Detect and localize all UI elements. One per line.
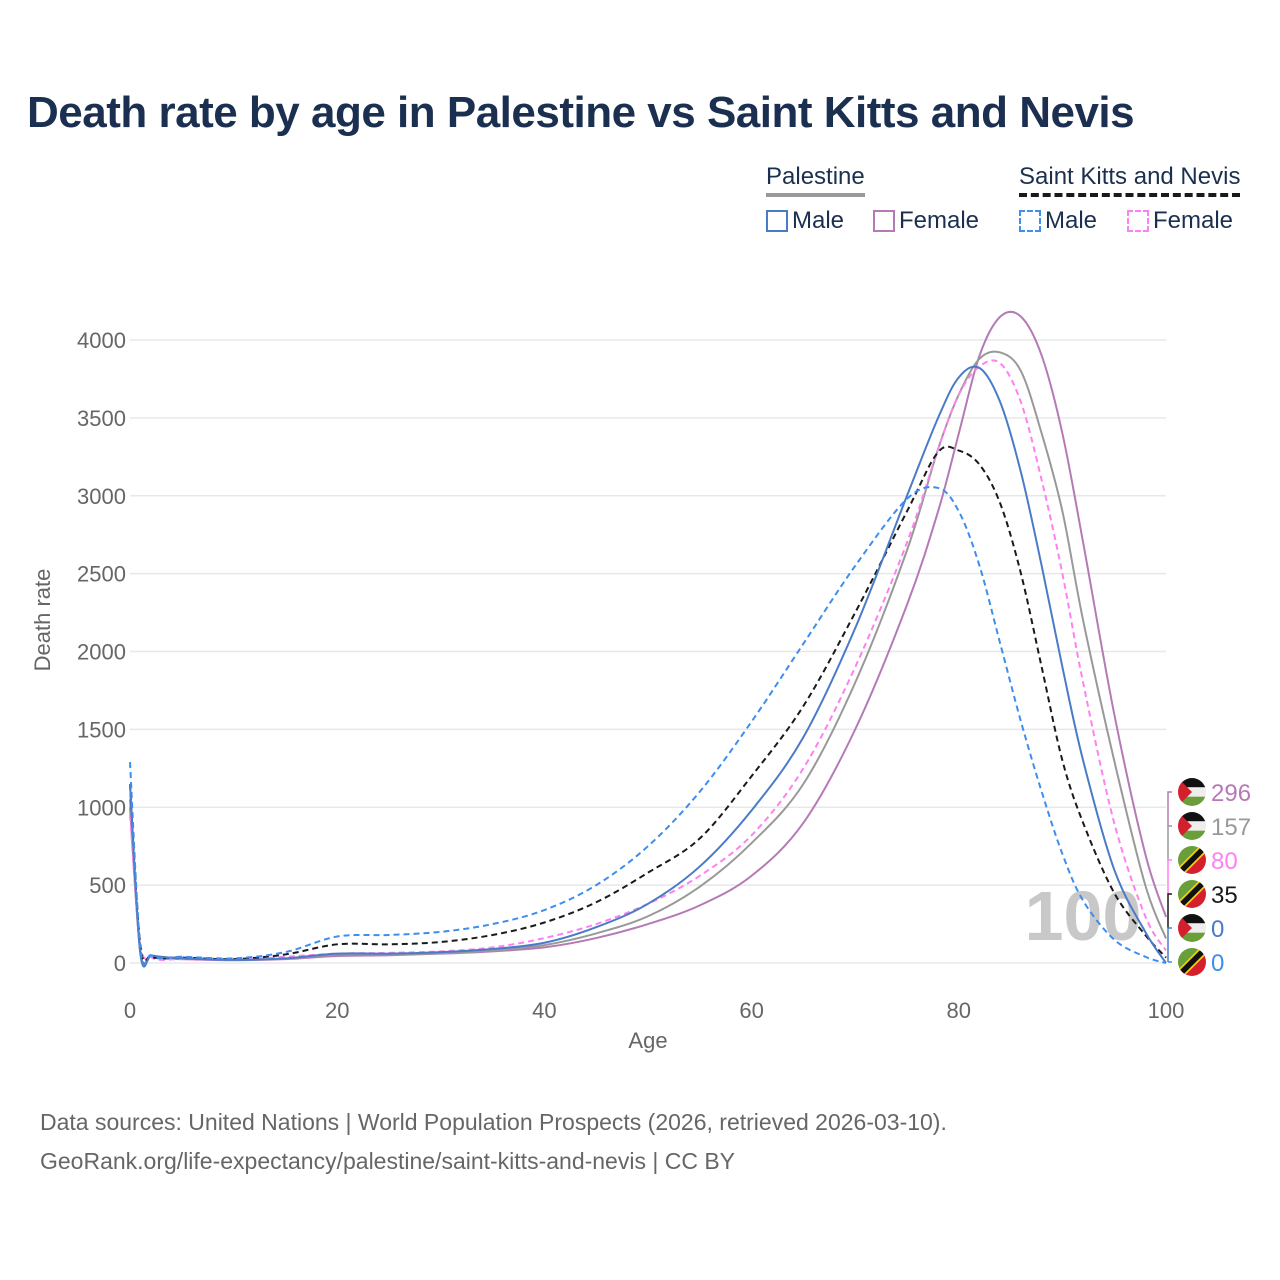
y-tick-label: 2500 [77, 562, 126, 587]
x-tick-label: 80 [947, 998, 971, 1023]
legend-group-title: Palestine [766, 163, 865, 197]
series-line-skn_male [129, 485, 1167, 965]
y-tick-label: 2000 [77, 640, 126, 665]
legend-item-palestine-female[interactable]: Female [873, 207, 979, 235]
series-line-pal_male [129, 365, 1167, 968]
end-value-label: 296 [1211, 780, 1251, 807]
palestine-flag-icon [1178, 914, 1206, 942]
legend-label: Female [1153, 207, 1234, 234]
y-tick-label: 3000 [77, 484, 126, 509]
legend-group-palestine: Palestine Male Female [766, 163, 1006, 234]
palestine-flag-icon [1178, 778, 1206, 806]
end-label-leader [1167, 791, 1172, 826]
series-line-pal_total [129, 350, 1167, 967]
legend-label: Female [899, 207, 980, 234]
legend-item-skn-female[interactable]: Female [1127, 207, 1233, 235]
x-tick-label: 60 [739, 998, 763, 1023]
series-line-skn_female [129, 359, 1167, 961]
source-line-1: Data sources: United Nations | World Pop… [40, 1109, 947, 1135]
x-tick-label: 100 [1148, 998, 1185, 1023]
end-value-label: 0 [1211, 950, 1224, 977]
y-tick-label: 1500 [77, 717, 126, 742]
saint-kitts-flag-icon [1178, 948, 1206, 976]
palestine-flag-icon [1178, 812, 1206, 840]
end-value-label: 80 [1211, 848, 1238, 875]
chart-title: Death rate by age in Palestine vs Saint … [27, 88, 1135, 137]
x-axis-label: Age [628, 1028, 667, 1053]
y-axis-label: Death rate [30, 569, 55, 672]
legend-swatch [1127, 210, 1149, 232]
end-label-skn_male: 0 [1168, 948, 1224, 977]
x-tick-label: 0 [124, 998, 136, 1023]
legend-swatch [1019, 210, 1041, 232]
y-tick-label: 1000 [77, 795, 126, 820]
saint-kitts-flag-icon [1178, 880, 1206, 908]
source-line-2[interactable]: GeoRank.org/life-expectancy/palestine/sa… [40, 1148, 736, 1174]
end-label-pal_female: 296 [1167, 778, 1251, 826]
legend-item-skn-male[interactable]: Male [1019, 207, 1097, 235]
end-label-leader [1167, 927, 1172, 962]
saint-kitts-flag-icon [1178, 846, 1206, 874]
end-label-pal_male: 0 [1167, 914, 1224, 962]
legend-label: Male [1045, 207, 1098, 234]
x-tick-label: 20 [325, 998, 349, 1023]
legend-group-title: Saint Kitts and Nevis [1019, 163, 1241, 197]
legend-swatch [766, 210, 788, 232]
end-value-label: 0 [1211, 916, 1224, 943]
y-tick-label: 500 [89, 873, 126, 898]
legend-item-palestine-male[interactable]: Male [766, 207, 844, 235]
y-tick-label: 4000 [77, 328, 126, 353]
end-label-skn_total: 35 [1167, 880, 1238, 928]
end-label-leader [1167, 859, 1172, 894]
series-line-pal_female [129, 310, 1167, 966]
legend-swatch [873, 210, 895, 232]
x-tick-label: 40 [532, 998, 556, 1023]
y-tick-label: 3500 [77, 406, 126, 431]
legend-group-skn: Saint Kitts and Nevis Male Female [1019, 163, 1279, 234]
end-label-pal_total: 157 [1167, 812, 1251, 860]
end-value-label: 35 [1211, 882, 1238, 909]
end-label-leader [1167, 893, 1172, 928]
legend-label: Male [792, 207, 845, 234]
y-tick-label: 0 [114, 951, 126, 976]
end-label-skn_female: 80 [1167, 846, 1238, 894]
end-label-leader [1167, 825, 1172, 860]
watermark: 100 [1025, 877, 1142, 955]
series-line-skn_total [129, 445, 1167, 963]
end-value-label: 157 [1211, 814, 1251, 841]
